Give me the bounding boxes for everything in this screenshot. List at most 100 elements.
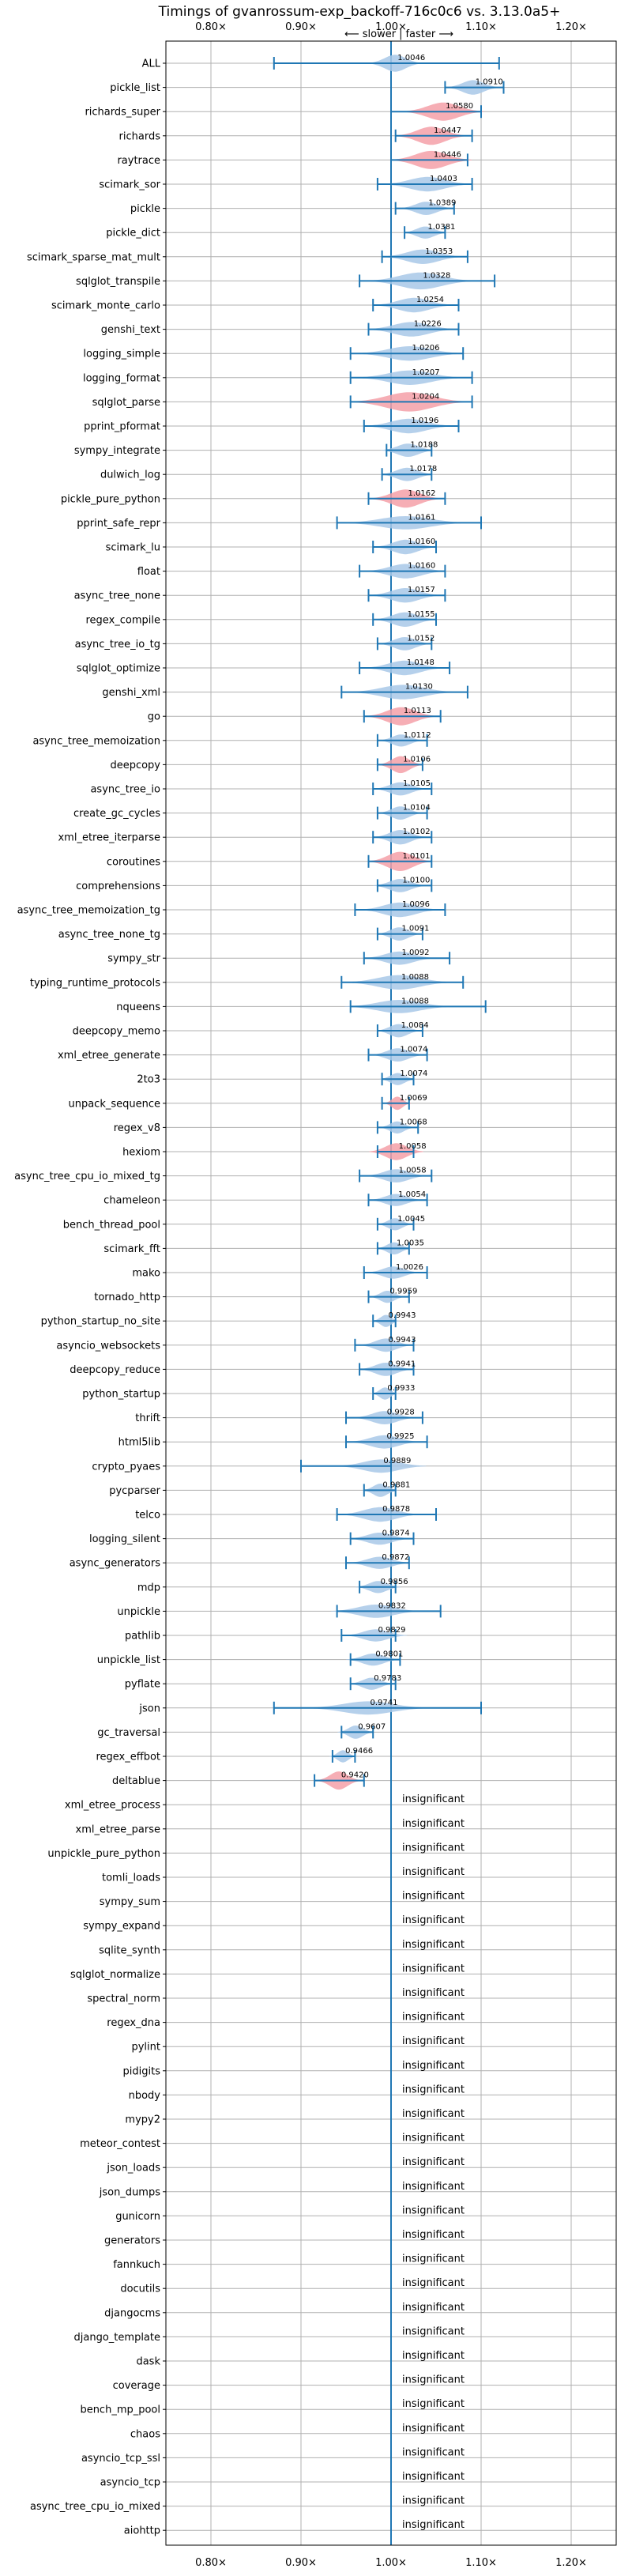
benchmark-label: docutils bbox=[120, 2284, 160, 2295]
benchmark-label: pickle bbox=[130, 203, 160, 215]
value-label: 0.9941 bbox=[388, 1360, 416, 1368]
benchmark-label: django_template bbox=[74, 2332, 160, 2344]
insignificant-label: insignificant bbox=[402, 2302, 465, 2314]
insignificant-label: insignificant bbox=[402, 2325, 465, 2337]
value-label: 1.0381 bbox=[427, 223, 455, 232]
value-label: 1.0155 bbox=[408, 610, 435, 619]
benchmark-label: create_gc_cycles bbox=[73, 808, 160, 820]
value-label: 0.9829 bbox=[378, 1626, 406, 1635]
value-label: 0.9889 bbox=[383, 1457, 411, 1465]
insignificant-label: insignificant bbox=[402, 1793, 465, 1805]
value-label: 1.0084 bbox=[401, 1021, 429, 1030]
benchmark-label: pylint bbox=[131, 2042, 160, 2054]
faster-label: faster ⟶ bbox=[405, 28, 453, 40]
value-label: 0.9959 bbox=[389, 1288, 417, 1296]
benchmark-label: logging_simple bbox=[83, 349, 160, 360]
insignificant-label: insignificant bbox=[402, 2446, 465, 2458]
value-label: 1.0105 bbox=[403, 779, 431, 788]
value-label: 0.9881 bbox=[382, 1480, 410, 1489]
value-label: 1.0389 bbox=[428, 199, 456, 208]
value-label: 1.0035 bbox=[397, 1239, 424, 1247]
benchmark-label: pyflate bbox=[125, 1679, 160, 1691]
benchmark-label: mypy2 bbox=[125, 2114, 160, 2126]
benchmark-label: async_tree_none bbox=[74, 590, 160, 602]
benchmark-label: scimark_sor bbox=[99, 179, 160, 191]
benchmark-label: nbody bbox=[129, 2090, 161, 2102]
benchmark-label: json_loads bbox=[106, 2163, 160, 2174]
benchmark-label: unpickle bbox=[117, 1606, 160, 1618]
value-label: 0.9466 bbox=[345, 1747, 373, 1756]
benchmark-label: sqlglot_transpile bbox=[76, 276, 160, 288]
value-label: 0.9856 bbox=[381, 1578, 408, 1586]
value-label: 1.0088 bbox=[401, 997, 429, 1005]
value-label: 1.0101 bbox=[403, 852, 431, 861]
benchmark-label: xml_etree_process bbox=[65, 1800, 160, 1812]
benchmark-label: asyncio_tcp_ssl bbox=[81, 2453, 160, 2465]
insignificant-label: insignificant bbox=[402, 2204, 465, 2216]
x-tick-label-top: 1.00× bbox=[375, 21, 407, 33]
chart-title: Timings of gvanrossum-exp_backoff-716c0c… bbox=[158, 4, 561, 20]
benchmark-label: html5lib bbox=[118, 1437, 160, 1449]
value-label: 1.0160 bbox=[408, 537, 435, 546]
value-label: 1.0106 bbox=[403, 755, 431, 764]
value-label: 1.0058 bbox=[399, 1142, 427, 1151]
value-label: 1.0096 bbox=[402, 900, 430, 909]
benchmark-label: pickle_list bbox=[110, 82, 160, 94]
value-label: 0.9783 bbox=[374, 1674, 401, 1683]
benchmark-label: xml_etree_generate bbox=[58, 1050, 160, 1062]
benchmark-label: json_dumps bbox=[99, 2186, 160, 2198]
benchmark-label: asyncio_websockets bbox=[56, 1340, 160, 1352]
benchmark-label: mdp bbox=[137, 1582, 160, 1593]
value-label: 1.0403 bbox=[430, 175, 457, 183]
insignificant-label: insignificant bbox=[402, 2495, 465, 2507]
benchmark-label: dulwich_log bbox=[100, 470, 160, 481]
value-label: 1.0069 bbox=[400, 1094, 427, 1103]
benchmark-label: async_tree_cpu_io_mixed_tg bbox=[14, 1171, 160, 1182]
benchmark-label: chaos bbox=[130, 2428, 160, 2440]
value-label: 1.0102 bbox=[403, 828, 431, 836]
insignificant-label: insignificant bbox=[402, 1866, 465, 1878]
benchmark-label: sqlite_synth bbox=[99, 1944, 160, 1956]
benchmark-label: tornado_http bbox=[94, 1292, 160, 1303]
benchmark-label: scimark_sparse_mat_mult bbox=[27, 251, 160, 263]
benchmark-label: sympy_str bbox=[107, 953, 160, 965]
benchmark-label: mako bbox=[132, 1268, 160, 1280]
plot-area: 0.80× 0.80× 0.90× 0.90× 1.00× 1.00× 1.10× 1.10×… bbox=[14, 21, 617, 2569]
slower-label: ⟵ slower bbox=[344, 28, 397, 40]
value-label: 1.0162 bbox=[408, 489, 435, 498]
insignificant-label: insignificant bbox=[402, 2374, 465, 2386]
value-label: 1.0204 bbox=[412, 392, 439, 401]
benchmark-label: pickle_pure_python bbox=[61, 493, 160, 505]
value-label: 1.0161 bbox=[408, 513, 435, 522]
direction-label: ⟵ slower | faster ⟶ bbox=[344, 28, 453, 40]
insignificant-label: insignificant bbox=[402, 2133, 465, 2144]
benchmark-label: unpack_sequence bbox=[68, 1098, 160, 1110]
benchmark-label: genshi_text bbox=[101, 324, 160, 336]
value-label: 0.9878 bbox=[382, 1505, 410, 1514]
value-label: 1.0130 bbox=[405, 683, 433, 692]
value-label: 1.0148 bbox=[407, 658, 434, 667]
benchmark-label: crypto_pyaes bbox=[92, 1461, 160, 1473]
benchmark-label: gunicorn bbox=[115, 2211, 160, 2223]
benchmark-label: regex_v8 bbox=[114, 1122, 160, 1134]
value-label: 0.9928 bbox=[387, 1409, 415, 1417]
benchmark-label: pidigits bbox=[123, 2065, 161, 2077]
benchmark-label: raytrace bbox=[117, 155, 160, 167]
benchmark-label: pickle_dict bbox=[106, 228, 160, 239]
value-label: 1.0157 bbox=[408, 586, 435, 594]
benchmark-label: bench_thread_pool bbox=[63, 1219, 160, 1231]
value-label: 1.0447 bbox=[434, 126, 461, 135]
value-label: 1.0068 bbox=[400, 1118, 427, 1126]
value-label: 1.0254 bbox=[416, 296, 444, 304]
benchmark-label: sqlglot_optimize bbox=[77, 663, 160, 675]
benchmark-label: coroutines bbox=[107, 856, 160, 868]
value-label: 0.9874 bbox=[382, 1529, 410, 1538]
insignificant-label: insignificant bbox=[402, 1842, 465, 1854]
benchmark-label: richards_super bbox=[85, 107, 160, 119]
benchmark-label: spectral_norm bbox=[87, 1993, 160, 2005]
benchmark-label: regex_compile bbox=[85, 614, 160, 626]
benchmark-label: deepcopy_reduce bbox=[70, 1364, 160, 1376]
value-label: 0.9933 bbox=[387, 1384, 415, 1393]
x-tick-label-bottom: 1.20× bbox=[555, 2557, 587, 2569]
